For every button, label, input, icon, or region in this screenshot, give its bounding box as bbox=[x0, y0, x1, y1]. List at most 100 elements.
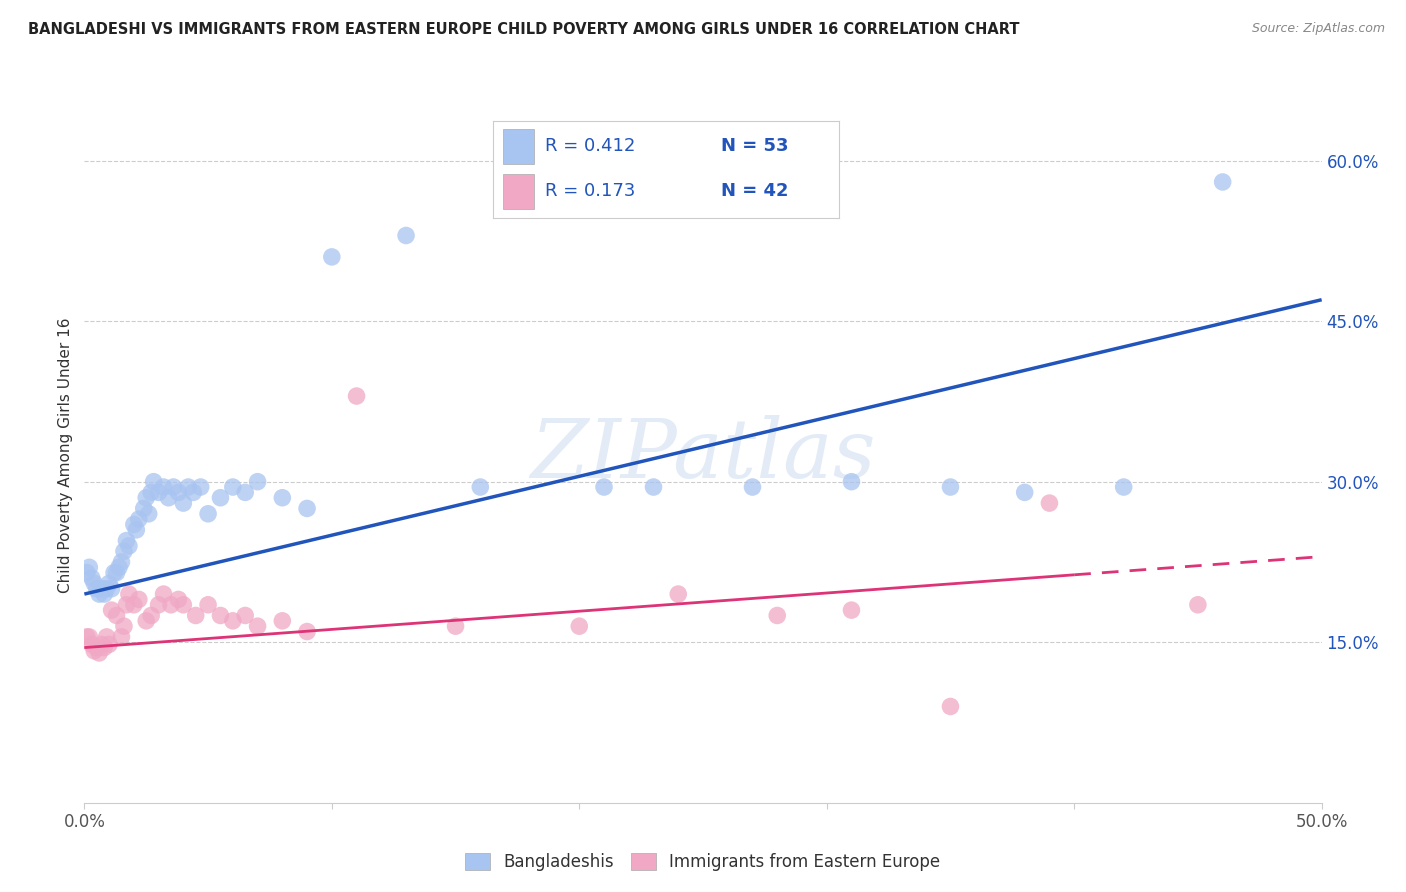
Point bbox=[152, 587, 174, 601]
Point bbox=[1038, 496, 1060, 510]
Point bbox=[141, 485, 163, 500]
Point bbox=[177, 480, 200, 494]
Text: Source: ZipAtlas.com: Source: ZipAtlas.com bbox=[1251, 22, 1385, 36]
Point bbox=[79, 560, 101, 574]
Legend: Bangladeshis, Immigrants from Eastern Europe: Bangladeshis, Immigrants from Eastern Eu… bbox=[458, 847, 948, 878]
Point bbox=[593, 480, 616, 494]
Point bbox=[1212, 175, 1234, 189]
Point bbox=[666, 587, 689, 601]
Point bbox=[100, 603, 122, 617]
Point bbox=[1112, 480, 1135, 494]
Point bbox=[233, 485, 256, 500]
Y-axis label: Child Poverty Among Girls Under 16: Child Poverty Among Girls Under 16 bbox=[58, 318, 73, 592]
Point bbox=[76, 566, 98, 580]
Point bbox=[246, 619, 269, 633]
Point bbox=[190, 480, 212, 494]
Point bbox=[80, 571, 103, 585]
Point bbox=[222, 480, 245, 494]
Point bbox=[568, 619, 591, 633]
Point bbox=[167, 592, 190, 607]
Point bbox=[110, 555, 132, 569]
Point bbox=[125, 523, 148, 537]
Point bbox=[86, 640, 108, 655]
Point bbox=[148, 485, 170, 500]
Point bbox=[643, 480, 665, 494]
Point bbox=[939, 699, 962, 714]
Point bbox=[148, 598, 170, 612]
Point bbox=[118, 587, 141, 601]
Point bbox=[89, 646, 111, 660]
Point bbox=[132, 501, 155, 516]
Point bbox=[93, 640, 115, 655]
Point bbox=[96, 630, 118, 644]
Point bbox=[841, 475, 863, 489]
Point bbox=[271, 614, 294, 628]
Point bbox=[246, 475, 269, 489]
Point bbox=[295, 501, 318, 516]
Point bbox=[115, 533, 138, 548]
Point bbox=[98, 576, 121, 591]
Point bbox=[157, 491, 180, 505]
Point bbox=[172, 598, 194, 612]
Point bbox=[1014, 485, 1036, 500]
Point bbox=[138, 507, 160, 521]
Point bbox=[321, 250, 343, 264]
Point bbox=[128, 592, 150, 607]
Point bbox=[83, 644, 105, 658]
Point bbox=[96, 582, 118, 596]
Point bbox=[105, 608, 128, 623]
Point bbox=[209, 491, 232, 505]
Text: ZIPatlas: ZIPatlas bbox=[530, 415, 876, 495]
Point bbox=[295, 624, 318, 639]
Point bbox=[128, 512, 150, 526]
Point bbox=[118, 539, 141, 553]
Point bbox=[444, 619, 467, 633]
Point bbox=[271, 491, 294, 505]
Point bbox=[184, 608, 207, 623]
Point bbox=[162, 480, 184, 494]
Point bbox=[939, 480, 962, 494]
Point bbox=[122, 517, 145, 532]
Point bbox=[90, 637, 112, 651]
Point bbox=[103, 566, 125, 580]
Point bbox=[86, 582, 108, 596]
Point bbox=[160, 598, 183, 612]
Point bbox=[135, 491, 157, 505]
Point bbox=[209, 608, 232, 623]
Point bbox=[1187, 598, 1209, 612]
Point bbox=[76, 630, 98, 644]
Point bbox=[98, 637, 121, 651]
Point bbox=[172, 496, 194, 510]
Point bbox=[197, 598, 219, 612]
Point bbox=[766, 608, 789, 623]
Point bbox=[90, 582, 112, 596]
Point bbox=[122, 598, 145, 612]
Point bbox=[115, 598, 138, 612]
Point bbox=[346, 389, 368, 403]
Text: BANGLADESHI VS IMMIGRANTS FROM EASTERN EUROPE CHILD POVERTY AMONG GIRLS UNDER 16: BANGLADESHI VS IMMIGRANTS FROM EASTERN E… bbox=[28, 22, 1019, 37]
Point bbox=[141, 608, 163, 623]
Point bbox=[841, 603, 863, 617]
Point bbox=[108, 560, 131, 574]
Point bbox=[112, 544, 135, 558]
Point bbox=[89, 587, 111, 601]
Point bbox=[142, 475, 165, 489]
Point bbox=[135, 614, 157, 628]
Point bbox=[167, 485, 190, 500]
Point bbox=[181, 485, 204, 500]
Point bbox=[222, 614, 245, 628]
Point bbox=[112, 619, 135, 633]
Point bbox=[110, 630, 132, 644]
Point bbox=[152, 480, 174, 494]
Point bbox=[93, 587, 115, 601]
Point bbox=[233, 608, 256, 623]
Point bbox=[470, 480, 492, 494]
Point bbox=[197, 507, 219, 521]
Point bbox=[105, 566, 128, 580]
Point bbox=[79, 630, 101, 644]
Point bbox=[100, 582, 122, 596]
Point bbox=[83, 576, 105, 591]
Point bbox=[80, 637, 103, 651]
Point bbox=[395, 228, 418, 243]
Point bbox=[741, 480, 763, 494]
